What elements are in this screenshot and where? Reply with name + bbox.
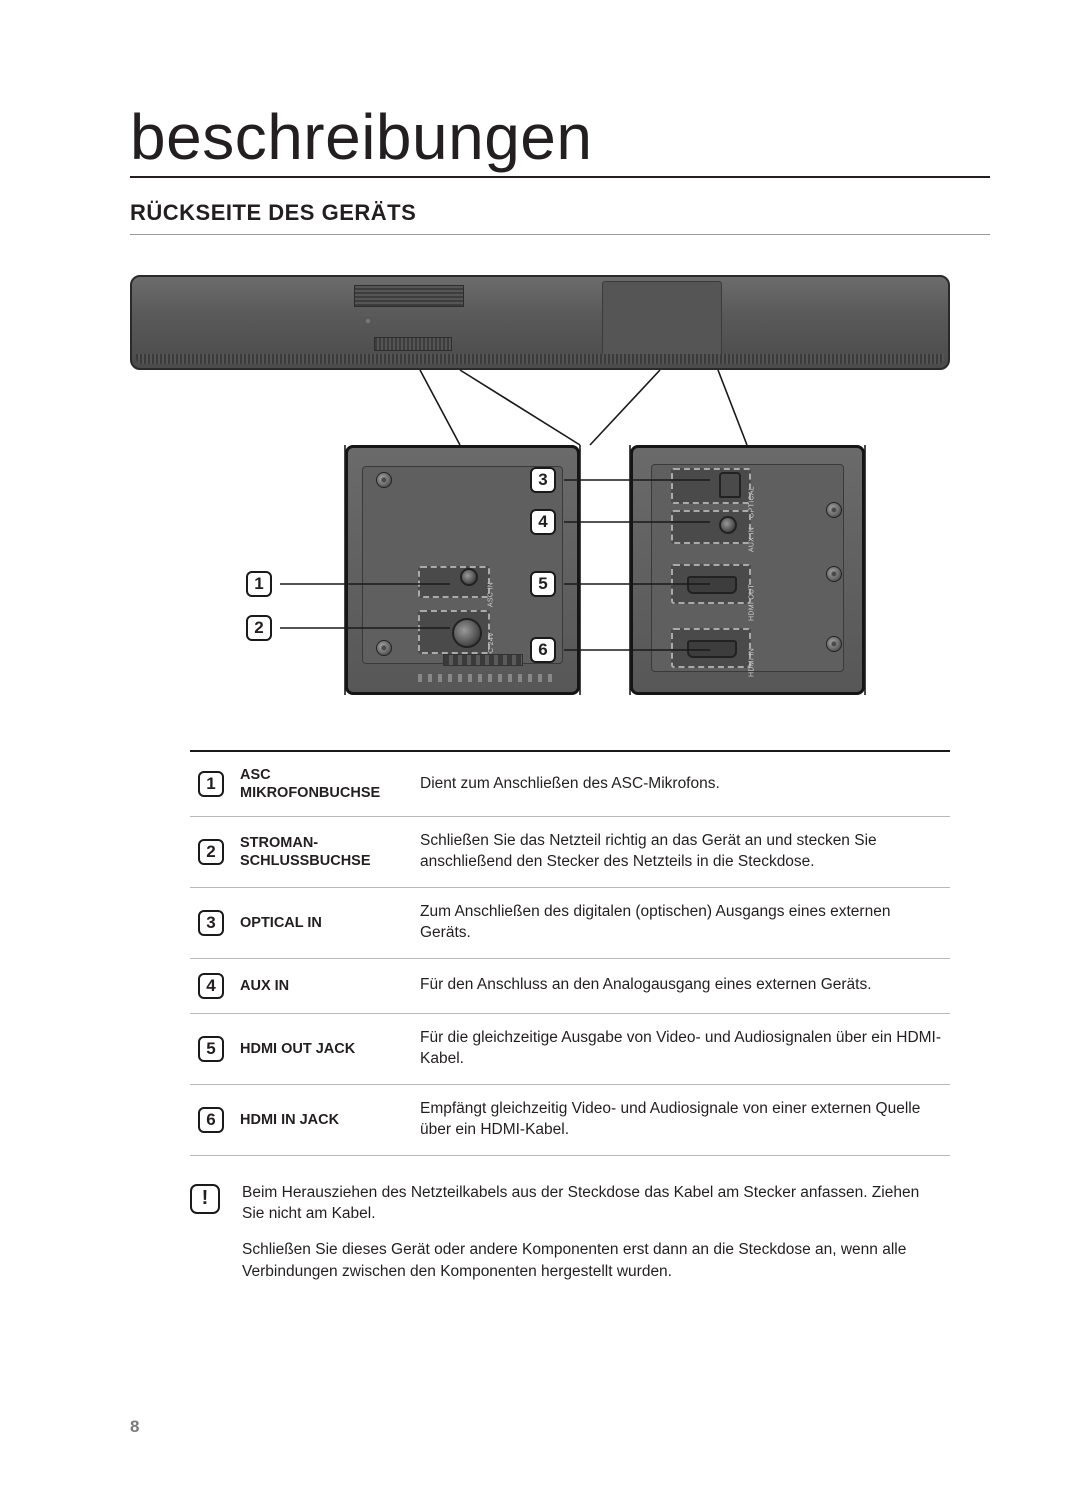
callout-number: 1: [246, 571, 272, 597]
port-label: HDMI IN: [749, 648, 756, 677]
jack-icon: [719, 516, 737, 534]
speaker-grille: [354, 285, 464, 307]
vent-slots: [443, 654, 523, 666]
callout-6: 6: [530, 637, 556, 663]
screw-icon: [826, 636, 842, 652]
brand-strip: [374, 337, 452, 351]
table-row: 1 ASC MIKROFONBUCHSEDient zum Anschließen…: [190, 751, 950, 817]
row-name: HDMI IN JACK: [232, 1084, 412, 1155]
row-description: Schließen Sie das Netzteil richtig an da…: [412, 817, 950, 888]
rear-panel-diagram: ASC IN DC 24V OPTICAL AUX IN HDMI OUT HD…: [130, 275, 950, 705]
callout-number: 5: [530, 571, 556, 597]
callout-5: 5: [530, 571, 556, 597]
caution-paragraph: Beim Herausziehen des Netzteilkabels aus…: [242, 1182, 922, 1225]
row-number-cell: 2: [190, 817, 232, 888]
row-name: HDMI OUT JACK: [232, 1013, 412, 1084]
ports-table: 1 ASC MIKROFONBUCHSEDient zum Anschließen…: [190, 750, 950, 1156]
row-description: Für die gleichzeitige Ausgabe von Video-…: [412, 1013, 950, 1084]
callout-number: 4: [530, 509, 556, 535]
page-title: beschreibungen: [130, 100, 990, 178]
callout-4: 4: [530, 509, 556, 535]
mount-plate: [602, 281, 722, 357]
port-label: ASC IN: [488, 582, 495, 607]
port-asc-mic: ASC IN: [418, 566, 490, 598]
row-description: Empfängt gleichzeitig Video- und Audiosi…: [412, 1084, 950, 1155]
row-number: 3: [198, 910, 224, 936]
page-number: 8: [130, 1417, 139, 1437]
callout-3: 3: [530, 467, 556, 493]
table-row: 4 AUX INFür den Anschluss an den Analogau…: [190, 958, 950, 1013]
jack-icon: [452, 618, 482, 648]
row-name: AUX IN: [232, 958, 412, 1013]
row-number-cell: 5: [190, 1013, 232, 1084]
row-number: 5: [198, 1036, 224, 1062]
table-row: 3 OPTICAL INZum Anschließen des digitalen…: [190, 888, 950, 959]
row-name: ASC MIKROFONBUCHSE: [232, 751, 412, 817]
callout-1: 1: [246, 571, 272, 597]
caution-notes: ! Beim Herausziehen des Netzteilkabels a…: [190, 1182, 990, 1283]
caution-paragraph: Schließen Sie dieses Gerät oder andere K…: [242, 1239, 922, 1282]
table-row: 6 HDMI IN JACKEmpfängt gleichzeitig Video…: [190, 1084, 950, 1155]
row-number: 2: [198, 839, 224, 865]
jack-icon: [460, 568, 478, 586]
screw-icon: [826, 502, 842, 518]
callout-2: 2: [246, 615, 272, 641]
row-number-cell: 1: [190, 751, 232, 817]
section-heading: RÜCKSEITE DES GERÄTS: [130, 200, 990, 235]
dot-row: [418, 674, 558, 682]
optical-shape: [719, 472, 741, 498]
row-description: Für den Anschluss an den Analogausgang e…: [412, 958, 950, 1013]
port-aux: AUX IN: [671, 510, 751, 544]
screw-icon: [826, 566, 842, 582]
soundbar-body: [130, 275, 950, 370]
screw-icon: [376, 640, 392, 656]
row-number-cell: 4: [190, 958, 232, 1013]
screw-icon: [376, 472, 392, 488]
row-number: 6: [198, 1107, 224, 1133]
callout-number: 6: [530, 637, 556, 663]
callout-number: 2: [246, 615, 272, 641]
port-label: AUX IN: [749, 527, 756, 552]
port-label: HDMI OUT: [749, 584, 756, 621]
row-number: 1: [198, 771, 224, 797]
row-name: STROMAN-SCHLUSSBUCHSE: [232, 817, 412, 888]
hdmi-shape: [687, 576, 737, 594]
hdmi-shape: [687, 640, 737, 658]
row-name: OPTICAL IN: [232, 888, 412, 959]
row-description: Dient zum Anschließen des ASC-Mikrofons.: [412, 751, 950, 817]
table-row: 2 STROMAN-SCHLUSSBUCHSESchließen Sie das …: [190, 817, 950, 888]
row-description: Zum Anschließen des digitalen (optischen…: [412, 888, 950, 959]
caution-icon: !: [190, 1184, 220, 1214]
row-number: 4: [198, 973, 224, 999]
zoom-panel-right: OPTICAL AUX IN HDMI OUT HDMI IN: [630, 445, 865, 695]
row-number-cell: 6: [190, 1084, 232, 1155]
table-row: 5 HDMI OUT JACKFür die gleichzeitige Ausg…: [190, 1013, 950, 1084]
callout-number: 3: [530, 467, 556, 493]
row-number-cell: 3: [190, 888, 232, 959]
screw-dot: [364, 317, 372, 325]
